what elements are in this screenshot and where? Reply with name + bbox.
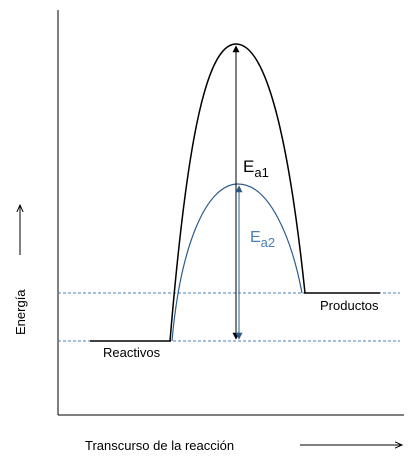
ea2-label: Ea2 [250, 229, 275, 250]
reactants-label: Reactivos [103, 345, 161, 360]
products-label: Productos [320, 298, 379, 313]
x-axis-title: Transcurso de la reacción [85, 438, 234, 453]
y-axis-title: Energía [13, 289, 28, 335]
ea1-label: Ea1 [243, 157, 269, 180]
catalyzed-curve [171, 183, 303, 342]
uncatalyzed-curve [169, 43, 306, 342]
